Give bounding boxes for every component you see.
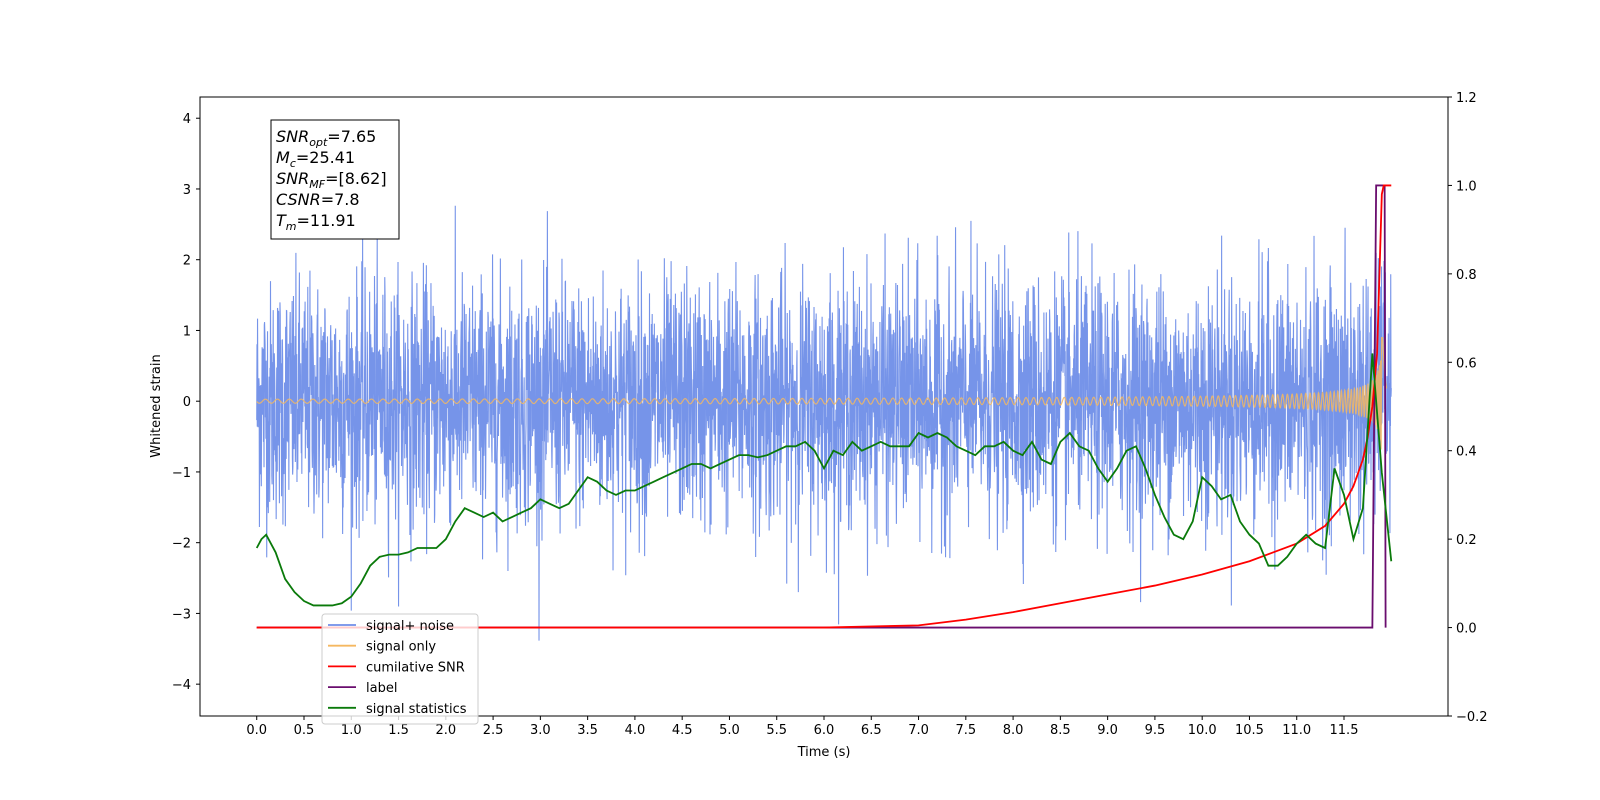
y2-tick-label: 0.2	[1456, 533, 1477, 548]
x-tick-label: 8.5	[1050, 723, 1071, 738]
y-tick-label: 4	[183, 112, 191, 127]
info-line: SNRopt=7.65	[276, 127, 376, 149]
info-line: SNRMF=[8.62]	[276, 169, 387, 191]
info-box-frame	[270, 119, 400, 240]
y-tick-label: 2	[183, 254, 191, 269]
info-line: CSNR=7.8	[276, 190, 360, 209]
series-signal-only	[256, 336, 1388, 450]
x-tick-label: 3.0	[530, 723, 551, 738]
legend-label: label	[366, 681, 397, 696]
x-tick-label: 6.0	[814, 723, 835, 738]
legend-label: signal+ noise	[366, 619, 454, 634]
legend-label: signal only	[366, 640, 436, 655]
x-tick-label: 10.0	[1188, 723, 1217, 738]
x-tick-label: 10.5	[1235, 723, 1264, 738]
plot-area	[255, 184, 1393, 641]
x-tick-label: 9.0	[1097, 723, 1118, 738]
y-tick-label: −3	[172, 607, 191, 622]
series-signal-statistics	[255, 353, 1393, 607]
x-axis-label: Time (s)	[797, 745, 851, 760]
x-tick-label: 6.5	[861, 723, 882, 738]
y2-tick-label: 0.6	[1456, 356, 1477, 371]
x-tick-label: 0.0	[246, 723, 267, 738]
y-axis-label: Whitened strain	[149, 354, 164, 457]
x-tick-label: 2.5	[483, 723, 504, 738]
x-tick-label: 8.0	[1003, 723, 1024, 738]
x-tick-label: 5.5	[766, 723, 787, 738]
x-tick-label: 1.5	[388, 723, 409, 738]
series-signal-noise	[256, 205, 1392, 641]
y2-tick-label: 0.4	[1456, 445, 1477, 460]
x-tick-label: 1.0	[341, 723, 362, 738]
info-line: Tm=11.91	[276, 211, 356, 233]
y2-tick-label: 1.2	[1456, 91, 1477, 106]
legend-frame	[321, 613, 479, 725]
y-axis-ticks: 4 3 2 1 0 −1 −2 −3 −4	[172, 112, 200, 693]
x-tick-label: 3.5	[577, 723, 598, 738]
x-axis-ticks: 0.0 0.5 1.0 1.5 2.0 2.5 3.0 3.5 4.0 4.5 5.0 5.5 6.0 6…	[246, 716, 1358, 738]
y2-tick-label: 1.0	[1456, 179, 1477, 194]
y2-tick-label: 0.0	[1456, 622, 1477, 637]
y2-tick-label: 0.8	[1456, 268, 1477, 283]
y-tick-label: 3	[183, 183, 191, 198]
x-tick-label: 9.5	[1145, 723, 1166, 738]
y2-tick-label: −0.2	[1456, 710, 1488, 725]
x-tick-label: 4.0	[625, 723, 646, 738]
legend-label: signal statistics	[366, 702, 467, 717]
y-tick-label: 0	[183, 395, 191, 410]
legend-label: cumilative SNR	[366, 660, 465, 675]
info-line: Mc=25.41	[276, 148, 355, 170]
series-label	[256, 184, 1387, 629]
x-tick-label: 0.5	[294, 723, 315, 738]
x-tick-label: 7.5	[955, 723, 976, 738]
x-tick-label: 7.0	[908, 723, 929, 738]
y-tick-label: 1	[183, 324, 191, 339]
y2-axis-ticks: 1.2 1.0 0.8 0.6 0.4 0.2 0.0 −0.2	[1448, 91, 1488, 725]
y-tick-label: −2	[172, 537, 191, 552]
x-tick-label: 11.5	[1330, 723, 1359, 738]
x-tick-label: 2.0	[435, 723, 456, 738]
y-tick-label: −1	[172, 466, 191, 481]
x-tick-label: 5.0	[719, 723, 740, 738]
y-tick-label: −4	[172, 678, 191, 693]
x-tick-label: 11.0	[1282, 723, 1311, 738]
legend: signal+ noise signal only cumilative SNR la…	[321, 613, 479, 725]
x-tick-label: 4.5	[672, 723, 693, 738]
